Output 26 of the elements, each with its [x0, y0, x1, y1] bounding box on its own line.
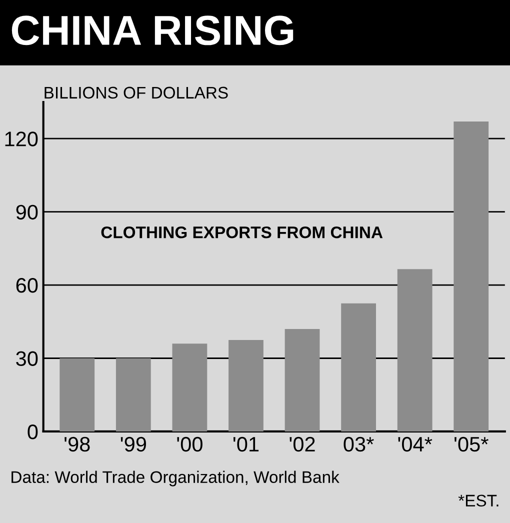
x-tick-label: '99: [120, 436, 146, 452]
x-tick-label: 03*: [344, 436, 374, 452]
y-tick-label: 0: [28, 424, 38, 440]
bar: [341, 303, 376, 432]
bar: [172, 344, 208, 432]
x-tick-label: '05*: [454, 436, 488, 452]
chart-title: CHINA RISING: [12, 16, 294, 46]
y-tick-label: 60: [16, 278, 38, 293]
text: Data: World Trade Organization, World Bank: [12, 470, 340, 486]
x-tick-label: '01: [233, 436, 259, 452]
y-tick-label: 30: [16, 351, 38, 366]
x-tick-label: '00: [177, 436, 202, 452]
bar: [116, 358, 151, 432]
bar: [60, 358, 95, 432]
bar: [397, 269, 432, 432]
bar: [284, 328, 320, 432]
y-axis-title: BILLIONS OF DOLLARS: [44, 86, 228, 99]
bar: [228, 340, 264, 432]
x-tick-label: '98: [64, 436, 90, 452]
x-tick-label: '02: [290, 436, 315, 452]
text: *EST.: [458, 494, 498, 507]
text: CLOTHING EXPORTS FROM CHINA: [101, 226, 383, 238]
x-tick-label: '04*: [398, 436, 432, 452]
bar: [454, 122, 489, 432]
y-tick-label: 120: [5, 132, 38, 146]
y-tick-label: 90: [16, 204, 38, 220]
